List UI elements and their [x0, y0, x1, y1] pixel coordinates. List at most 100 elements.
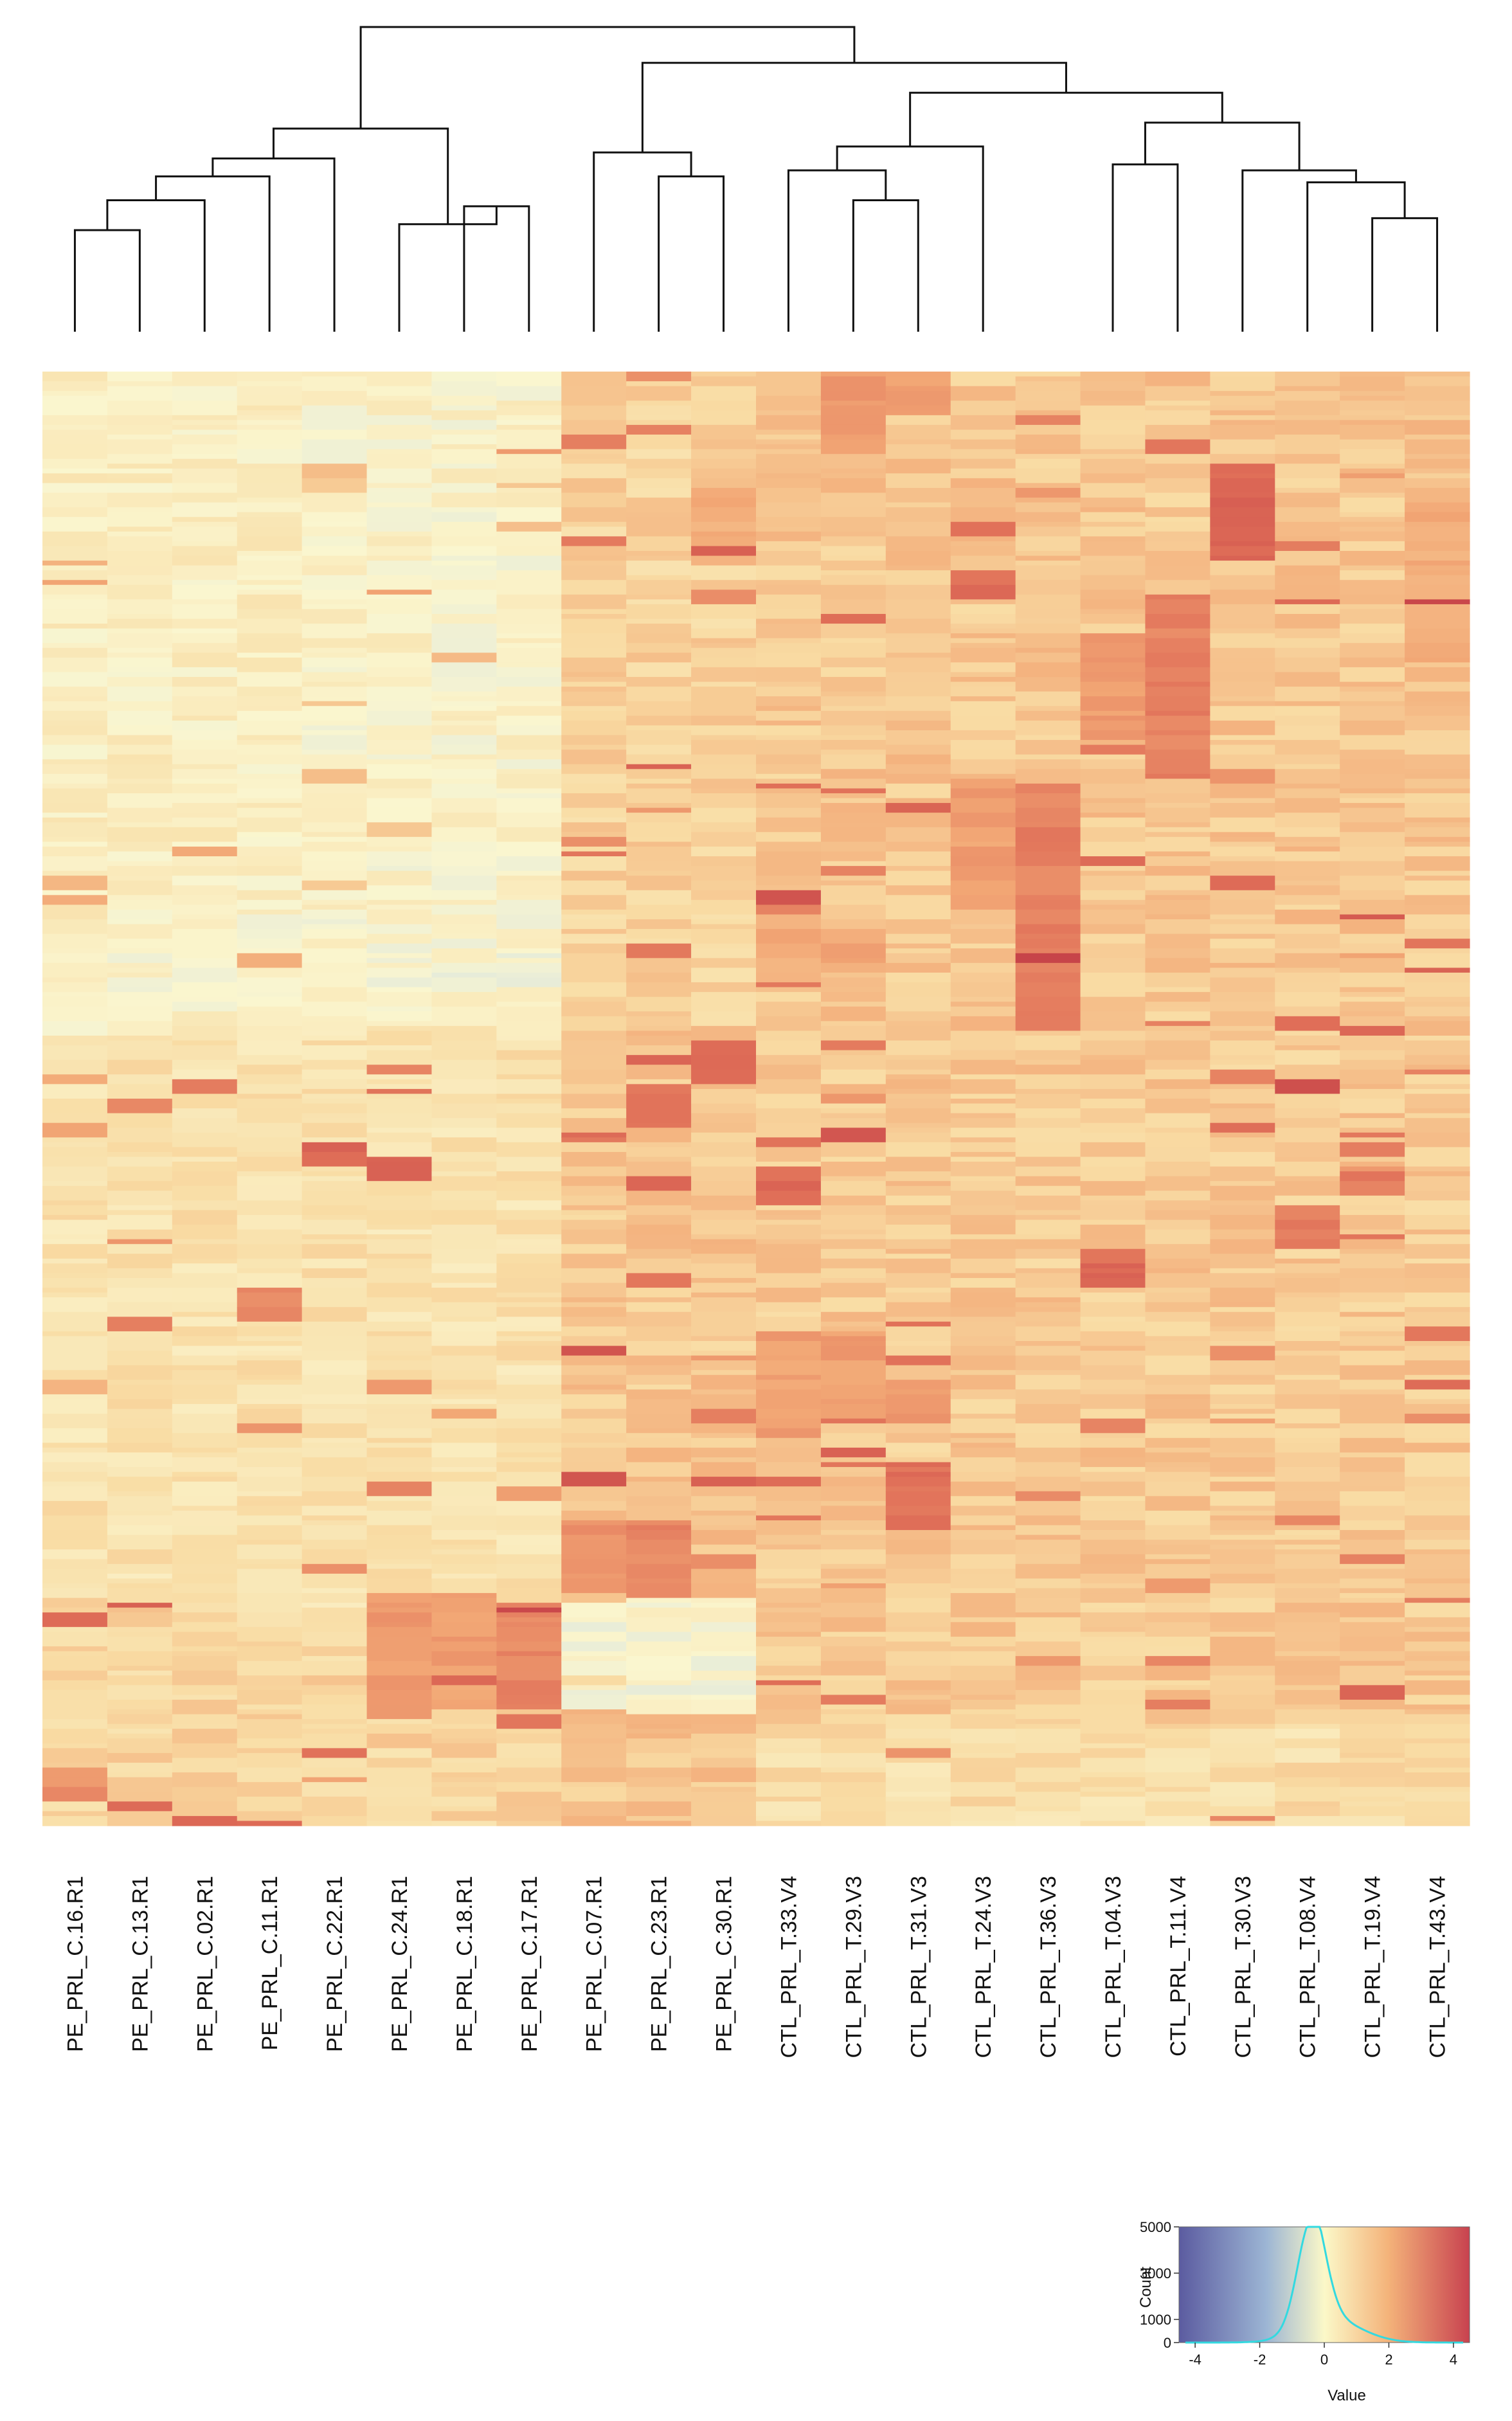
heatmap-cell	[496, 1472, 562, 1487]
sample-label: CTL_PRL_T.31.V3	[906, 1876, 931, 2058]
heatmap-cell	[1145, 750, 1210, 760]
heatmap-cell	[42, 401, 108, 416]
heatmap-cell	[1210, 1767, 1275, 1783]
heatmap-cell	[626, 1724, 692, 1729]
heatmap-cell	[366, 687, 433, 702]
heatmap-cell	[42, 647, 108, 658]
heatmap-cell	[172, 1685, 238, 1696]
heatmap-cell	[42, 1059, 108, 1075]
heatmap-cell	[950, 1752, 1016, 1759]
heatmap-cell	[626, 1108, 692, 1124]
heatmap-cell	[561, 1593, 627, 1603]
heatmap-cell	[885, 1040, 951, 1056]
heatmap-cell	[950, 687, 1016, 697]
heatmap-cell	[950, 1554, 1016, 1569]
heatmap-cell	[1145, 687, 1210, 697]
heatmap-cell	[237, 1030, 303, 1041]
heatmap-cell	[885, 1796, 951, 1802]
heatmap-cell	[302, 681, 368, 687]
heatmap-cell	[820, 584, 887, 600]
heatmap-cell	[172, 604, 238, 620]
heatmap-cell	[1340, 1815, 1405, 1826]
heatmap-cell	[107, 1714, 173, 1725]
heatmap-cell	[691, 1462, 757, 1477]
heatmap-cell	[561, 1108, 627, 1119]
heatmap-cell	[172, 1772, 238, 1788]
heatmap-cell	[42, 1704, 108, 1720]
heatmap-cell	[172, 1612, 238, 1623]
heatmap-cell	[172, 1355, 238, 1366]
sample-label: PE_PRL_C.22.R1	[323, 1876, 347, 2052]
heatmap-cell	[496, 701, 562, 706]
heatmap-cell	[496, 1103, 562, 1114]
heatmap-cell	[950, 1317, 1016, 1322]
heatmap-cell	[1340, 1394, 1405, 1410]
heatmap-cell	[1210, 1311, 1275, 1327]
heatmap-cell	[820, 779, 887, 789]
heatmap-cell	[1340, 1603, 1405, 1618]
heatmap-cell	[561, 454, 627, 460]
heatmap-cell	[366, 1094, 433, 1099]
heatmap-cell	[1275, 701, 1340, 706]
heatmap-cell	[1275, 1554, 1340, 1569]
heatmap-cell	[1340, 1099, 1405, 1114]
heatmap-cell	[1340, 1622, 1405, 1637]
heatmap-cell	[950, 401, 1016, 416]
heatmap-cell	[691, 531, 757, 537]
heatmap-cell	[1015, 740, 1081, 755]
heatmap-cell	[302, 1002, 368, 1017]
heatmap-cell	[302, 1515, 368, 1521]
heatmap-cell	[302, 1268, 368, 1279]
heatmap-cell	[691, 580, 757, 590]
heatmap-cell	[107, 1084, 173, 1099]
dendrogram-branch	[836, 145, 984, 332]
heatmap-cell	[1210, 992, 1275, 1002]
heatmap-cell	[950, 449, 1016, 460]
heatmap-cell	[366, 1113, 433, 1128]
heatmap-cell	[366, 1510, 433, 1526]
heatmap-cell	[756, 541, 822, 552]
heatmap-cell	[1080, 1777, 1146, 1788]
heatmap-cell	[107, 977, 173, 988]
heatmap-cell	[561, 836, 627, 847]
heatmap-cell	[820, 880, 887, 886]
heatmap-cell	[496, 444, 562, 450]
heatmap-cell	[626, 769, 692, 779]
heatmap-cell	[820, 919, 887, 930]
heatmap-cell	[820, 1248, 887, 1259]
heatmap-cell	[1210, 1821, 1275, 1826]
heatmap-cell	[431, 1729, 497, 1739]
heatmap-cell	[1340, 1128, 1405, 1133]
heatmap-cell	[1210, 1065, 1275, 1070]
heatmap-cell	[756, 1685, 822, 1696]
heatmap-cell	[1145, 1002, 1210, 1007]
heatmap-cell	[1275, 1277, 1340, 1293]
heatmap-cell	[302, 987, 368, 1002]
heatmap-cell	[820, 1661, 887, 1676]
heatmap-cell	[237, 1641, 303, 1647]
heatmap-cell	[366, 487, 433, 494]
heatmap-cell	[1405, 1626, 1470, 1632]
heatmap-cell	[691, 1510, 757, 1516]
heatmap-cell	[950, 759, 1016, 775]
heatmap-cell	[366, 531, 433, 537]
heatmap-cell	[885, 827, 951, 842]
heatmap-cell	[1080, 590, 1146, 600]
heatmap-cell	[1340, 793, 1405, 799]
heatmap-cell	[1405, 575, 1470, 586]
heatmap-cell	[107, 1365, 173, 1380]
heatmap-cell	[1210, 1520, 1275, 1531]
heatmap-cell	[691, 769, 757, 779]
heatmap-cell	[366, 1162, 433, 1167]
heatmap-cell	[691, 449, 757, 460]
heatmap-cell	[172, 1399, 238, 1405]
heatmap-cell	[172, 716, 238, 721]
heatmap-cell	[237, 1598, 303, 1613]
heatmap-cell	[1080, 958, 1146, 973]
heatmap-cell	[172, 996, 238, 1002]
heatmap-cell	[172, 1210, 238, 1225]
heatmap-cell	[1080, 1719, 1146, 1734]
heatmap-cell	[1340, 1762, 1405, 1778]
heatmap-cell	[561, 372, 627, 387]
